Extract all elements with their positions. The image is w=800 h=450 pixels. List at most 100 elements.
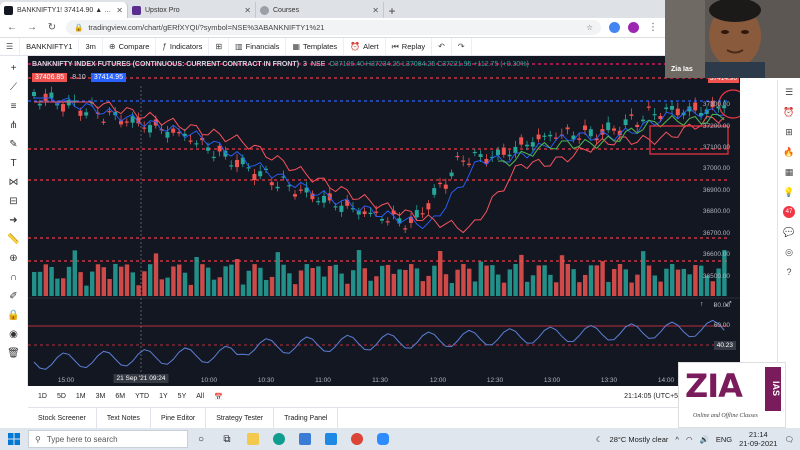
replay-button[interactable]: ⏮ Replay bbox=[386, 38, 433, 55]
tf-all[interactable]: All bbox=[196, 393, 205, 400]
cortana-icon[interactable]: ○ bbox=[197, 433, 205, 445]
tab-upstox[interactable]: Upstox Pro ✕ bbox=[128, 2, 256, 18]
mail-icon[interactable] bbox=[318, 428, 344, 450]
close-icon[interactable]: ✕ bbox=[372, 5, 379, 15]
tab-strategy-tester[interactable]: Strategy Tester bbox=[206, 408, 275, 428]
chrome-icon[interactable] bbox=[344, 428, 370, 450]
price-chart-svg[interactable] bbox=[28, 56, 740, 386]
calendar-icon[interactable]: 📅 bbox=[214, 393, 223, 401]
tab-banknifty[interactable]: BANKNIFTY1! 37414.90 ▲ +0.5% ✕ bbox=[0, 2, 128, 18]
menu-icon[interactable]: ⋮ bbox=[648, 22, 658, 33]
alert-button[interactable]: ⏰ Alert bbox=[344, 38, 386, 55]
tab-trading-panel[interactable]: Trading Panel bbox=[274, 408, 339, 428]
magnet-icon[interactable]: ∩ bbox=[9, 271, 18, 283]
volume-icon[interactable]: 🔊 bbox=[699, 434, 709, 444]
tf-1d[interactable]: 1D bbox=[38, 393, 47, 400]
reload-icon[interactable]: ↻ bbox=[47, 22, 57, 33]
taskbar-clock[interactable]: 21:14 21-09-2021 bbox=[739, 430, 777, 448]
tab-pine-editor[interactable]: Pine Editor bbox=[151, 408, 207, 428]
layout-button[interactable]: ⊞ bbox=[209, 38, 230, 55]
candle-body bbox=[130, 116, 135, 123]
tf-6m[interactable]: 6M bbox=[115, 393, 126, 400]
candle-body bbox=[501, 147, 506, 155]
profile-icon[interactable] bbox=[628, 22, 639, 33]
trendline-icon[interactable]: ⟋ bbox=[10, 81, 17, 93]
url-field[interactable]: 🔒 tradingview.com/chart/gERfXYQI/?symbol… bbox=[66, 20, 601, 35]
ask-price[interactable]: 37414.95 bbox=[90, 73, 127, 82]
bid-price[interactable]: 37406.85 bbox=[32, 73, 68, 82]
task-view-icon[interactable]: ⧉ bbox=[223, 433, 231, 445]
bottom-panel-tabs: Stock Screener Text Notes Pine Editor St… bbox=[28, 408, 678, 428]
alarm-clock-icon: ⏰ bbox=[350, 42, 361, 51]
back-icon[interactable]: ← bbox=[7, 22, 17, 33]
lock-icon[interactable]: 🔒 bbox=[7, 309, 20, 321]
clock-label[interactable]: 21:14:05 (UTC+5: bbox=[624, 393, 680, 400]
alarm-clock-icon[interactable]: ⏰ bbox=[783, 106, 795, 117]
close-icon[interactable]: ✕ bbox=[244, 5, 251, 15]
chevron-up-icon[interactable]: ^ bbox=[675, 434, 679, 444]
windows-start-icon[interactable] bbox=[0, 428, 28, 450]
chart-area[interactable]: BANKNIFTY INDEX FUTURES (CONTINUOUS: CUR… bbox=[28, 56, 740, 386]
volume-bar bbox=[681, 268, 686, 296]
forward-icon[interactable]: → bbox=[27, 22, 37, 33]
data-window-icon[interactable]: ⊞ bbox=[785, 126, 793, 137]
star-icon[interactable]: ☆ bbox=[586, 23, 593, 32]
streams-icon[interactable]: ◎ bbox=[785, 246, 793, 257]
file-explorer-icon[interactable] bbox=[240, 428, 266, 450]
pencil-lock-icon[interactable]: ✐ bbox=[9, 290, 18, 302]
calendar-icon[interactable]: ▦ bbox=[784, 166, 794, 177]
help-icon[interactable]: ? bbox=[786, 267, 792, 277]
undo-button[interactable]: ↶ bbox=[432, 38, 452, 55]
main-menu-button[interactable]: ☰ bbox=[0, 38, 21, 55]
store-icon[interactable] bbox=[292, 428, 318, 450]
horizontal-lines-icon[interactable]: ≡ bbox=[10, 100, 17, 112]
brush-icon[interactable]: ✎ bbox=[9, 138, 18, 150]
candle-body bbox=[687, 106, 692, 112]
language-label[interactable]: ENG bbox=[715, 434, 733, 444]
ideas-icon[interactable]: 💡 bbox=[783, 186, 795, 197]
redo-button[interactable]: ↷ bbox=[452, 38, 472, 55]
text-icon[interactable]: T bbox=[10, 157, 17, 169]
zoom-icon[interactable] bbox=[370, 428, 396, 450]
candle-body bbox=[43, 93, 48, 101]
notifications-icon[interactable]: 🗨 bbox=[784, 434, 794, 444]
tf-ytd[interactable]: YTD bbox=[135, 393, 150, 400]
weather-icon[interactable]: ☾ bbox=[595, 434, 603, 444]
close-icon[interactable]: ✕ bbox=[116, 5, 123, 15]
hotlist-icon[interactable]: 🔥 bbox=[783, 146, 795, 157]
indicators-button[interactable]: ƒ Indicators bbox=[156, 38, 210, 55]
eye-icon[interactable]: ◉ bbox=[9, 328, 18, 340]
notification-badge[interactable]: 47 bbox=[783, 206, 795, 218]
interval-button[interactable]: 3m bbox=[79, 38, 103, 55]
taskbar-search[interactable]: ⚲ Type here to search bbox=[28, 430, 188, 448]
financials-button[interactable]: ▥ Financials bbox=[229, 38, 287, 55]
wifi-icon[interactable]: ◠ bbox=[685, 434, 693, 444]
tf-5y[interactable]: 5Y bbox=[177, 393, 187, 400]
weather-text[interactable]: 28°C Mostly clear bbox=[609, 434, 669, 444]
templates-button[interactable]: ▦ Templates bbox=[286, 38, 345, 55]
fib-icon[interactable]: ⋔ bbox=[9, 119, 18, 131]
symbol-search-button[interactable]: BANKNIFTY1 bbox=[20, 38, 80, 55]
tf-5d[interactable]: 5D bbox=[56, 393, 66, 400]
chat-icon[interactable]: 💬 bbox=[783, 226, 795, 237]
arrow-icon[interactable]: ➜ bbox=[9, 214, 18, 226]
new-tab-button[interactable]: + bbox=[388, 4, 396, 18]
tf-3m[interactable]: 3M bbox=[95, 393, 106, 400]
tf-1y[interactable]: 1Y bbox=[159, 393, 168, 400]
tab-courses[interactable]: Courses ✕ bbox=[256, 2, 384, 18]
volume-bar bbox=[107, 278, 112, 296]
tf-1m[interactable]: 1M bbox=[75, 393, 86, 400]
tab-stock-screener[interactable]: Stock Screener bbox=[28, 408, 97, 428]
compare-button[interactable]: ⊕ Compare bbox=[103, 38, 157, 55]
pattern-icon[interactable]: ⋈ bbox=[8, 176, 19, 188]
trash-icon[interactable]: 🗑 bbox=[7, 347, 20, 359]
crosshair-icon[interactable]: + bbox=[10, 62, 17, 74]
watchlist-icon[interactable]: ☰ bbox=[784, 86, 794, 97]
ruler-icon[interactable]: 📏 bbox=[7, 233, 20, 245]
tab-text-notes[interactable]: Text Notes bbox=[97, 408, 151, 428]
edge-icon[interactable] bbox=[266, 428, 292, 450]
zoom-in-icon[interactable]: ⊕ bbox=[9, 252, 18, 264]
prediction-icon[interactable]: ⊟ bbox=[9, 195, 18, 207]
candle-body bbox=[287, 185, 292, 187]
extension-icon[interactable] bbox=[609, 22, 620, 33]
